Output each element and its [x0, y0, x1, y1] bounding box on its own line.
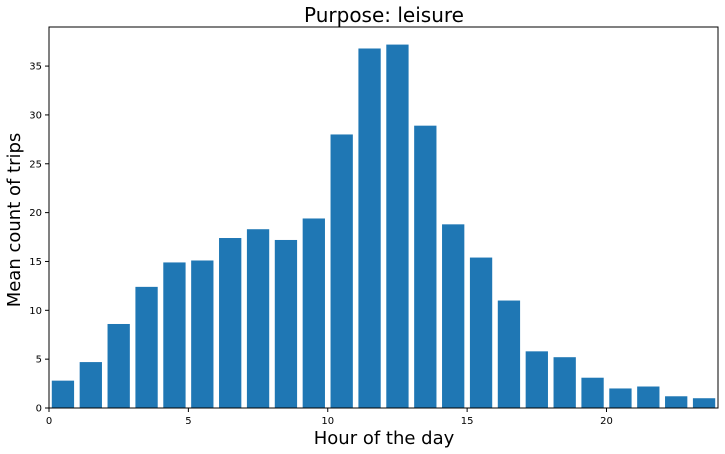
- bar-hour-23: [692, 398, 716, 408]
- bar-hour-6: [219, 238, 242, 408]
- y-tick-label: 35: [29, 62, 42, 73]
- bar-hour-1: [79, 362, 102, 408]
- bar-hour-7: [246, 229, 270, 408]
- bar-hour-3: [135, 286, 158, 408]
- bar-hour-2: [107, 323, 130, 408]
- bar-hour-9: [302, 218, 325, 408]
- bar-hour-12: [386, 44, 409, 408]
- x-tick-label: 15: [461, 416, 474, 427]
- bar-hour-16: [497, 300, 521, 408]
- y-tick-label: 15: [29, 257, 42, 268]
- x-tick-label: 0: [46, 416, 52, 427]
- x-axis: 0 5 10 15 20: [46, 408, 613, 427]
- bar-hour-15: [469, 257, 493, 408]
- y-tick-label: 0: [36, 404, 42, 415]
- bar-hour-4: [163, 262, 186, 408]
- y-tick-label: 25: [29, 159, 42, 170]
- y-axis-label: Mean count of trips: [4, 133, 25, 308]
- bar-hour-14: [442, 224, 465, 408]
- y-tick-label: 5: [36, 355, 42, 366]
- y-tick-label: 20: [29, 208, 42, 219]
- y-axis: 0 5 10 15 20 25 30 35: [29, 62, 49, 415]
- bar-hour-22: [665, 396, 688, 408]
- bar-hour-8: [274, 239, 298, 408]
- bar-hour-10: [330, 134, 353, 408]
- bar-hour-21: [637, 386, 660, 408]
- bar-hour-18: [553, 357, 576, 408]
- bar-hour-0: [51, 380, 75, 408]
- x-axis-label: Hour of the day: [314, 428, 455, 449]
- plot-frame: [48, 26, 719, 409]
- chart-title: Purpose: leisure: [304, 3, 464, 27]
- x-tick-label: 20: [600, 416, 613, 427]
- bar-hour-19: [581, 377, 604, 408]
- x-tick-label: 10: [321, 416, 334, 427]
- x-tick-label: 5: [185, 416, 191, 427]
- plot-area: [51, 44, 716, 409]
- bar-hour-5: [191, 260, 214, 408]
- bar-hour-13: [414, 125, 437, 409]
- bar-hour-20: [609, 388, 632, 408]
- y-tick-label: 30: [29, 110, 42, 121]
- bar-hour-17: [525, 351, 548, 408]
- bar-hour-11: [358, 48, 381, 408]
- y-tick-label: 10: [29, 306, 42, 317]
